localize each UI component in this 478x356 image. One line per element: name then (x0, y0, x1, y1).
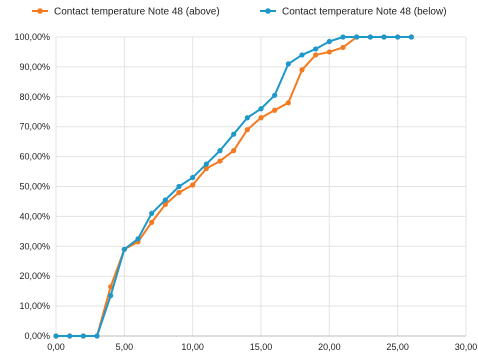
x-tick-label: 10,00 (181, 342, 204, 352)
chart-series (53, 34, 414, 339)
data-point (313, 46, 319, 52)
y-tick-label: 50,00% (19, 182, 50, 192)
data-point (258, 115, 264, 121)
legend-item: Contact temperature Note 48 (above) (32, 7, 220, 18)
y-tick-label: 90,00% (19, 62, 50, 72)
data-point (395, 34, 401, 40)
data-point (258, 106, 264, 112)
data-point (231, 148, 237, 154)
data-point (217, 148, 223, 154)
data-point (326, 49, 332, 55)
data-point (162, 201, 168, 208)
data-point (162, 197, 168, 203)
legend-label: Contact temperature Note 48 (above) (54, 7, 220, 18)
x-tick-label: 5,00 (116, 342, 134, 352)
data-point (176, 189, 182, 196)
data-point (149, 219, 155, 225)
data-point (367, 34, 373, 40)
data-point (121, 246, 127, 252)
y-tick-label: 70,00% (19, 122, 50, 132)
data-point (135, 236, 141, 242)
y-tick-label: 40,00% (19, 211, 50, 221)
data-point (340, 34, 346, 40)
data-point (53, 333, 59, 339)
data-point (272, 107, 278, 113)
legend-item: Contact temperature Note 48 (below) (260, 7, 447, 18)
x-tick-label: 0,00 (47, 342, 65, 352)
data-point (190, 182, 196, 188)
data-point (381, 34, 387, 40)
chart-legend: Contact temperature Note 48 (above) Conta… (32, 7, 447, 18)
x-tick-label: 15,00 (250, 342, 273, 352)
data-point (299, 52, 305, 58)
data-point (285, 100, 291, 106)
y-tick-label: 10,00% (19, 301, 50, 311)
data-point (285, 61, 291, 67)
data-point (408, 34, 414, 40)
y-tick-label: 60,00% (19, 152, 50, 162)
legend-swatch-marker (37, 8, 43, 14)
y-tick-label: 80,00% (19, 92, 50, 102)
legend-label: Contact temperature Note 48 (below) (282, 7, 447, 18)
y-tick-label: 30,00% (19, 241, 50, 251)
data-point (244, 115, 250, 121)
x-tick-label: 20,00 (318, 342, 341, 352)
x-tick-label: 25,00 (386, 342, 409, 352)
data-point (231, 131, 237, 137)
data-point (190, 174, 196, 181)
y-tick-label: 0,00% (24, 331, 50, 341)
data-point (354, 34, 360, 40)
data-point (272, 92, 278, 98)
legend-swatch-marker (265, 8, 271, 14)
data-point (299, 67, 305, 73)
data-point (340, 44, 346, 51)
data-point (217, 158, 223, 164)
data-point (149, 210, 155, 217)
data-point (203, 165, 209, 172)
y-tick-label: 20,00% (19, 271, 50, 281)
series-2 (53, 34, 414, 339)
data-point (203, 161, 209, 167)
data-point (80, 333, 86, 339)
y-tick-label: 100,00% (14, 32, 50, 42)
data-point (67, 333, 73, 339)
data-point (108, 293, 114, 299)
data-point (244, 127, 250, 133)
data-point (313, 52, 319, 58)
chart-grid (55, 36, 467, 337)
data-point (94, 333, 100, 339)
data-point (176, 183, 182, 190)
chart-axes: 0,00% 10,00% 20,00% 30,00% 40,00% 50,00% 60,00… (14, 32, 477, 352)
data-point (326, 38, 332, 45)
x-tick-label: 30,00 (455, 342, 478, 352)
